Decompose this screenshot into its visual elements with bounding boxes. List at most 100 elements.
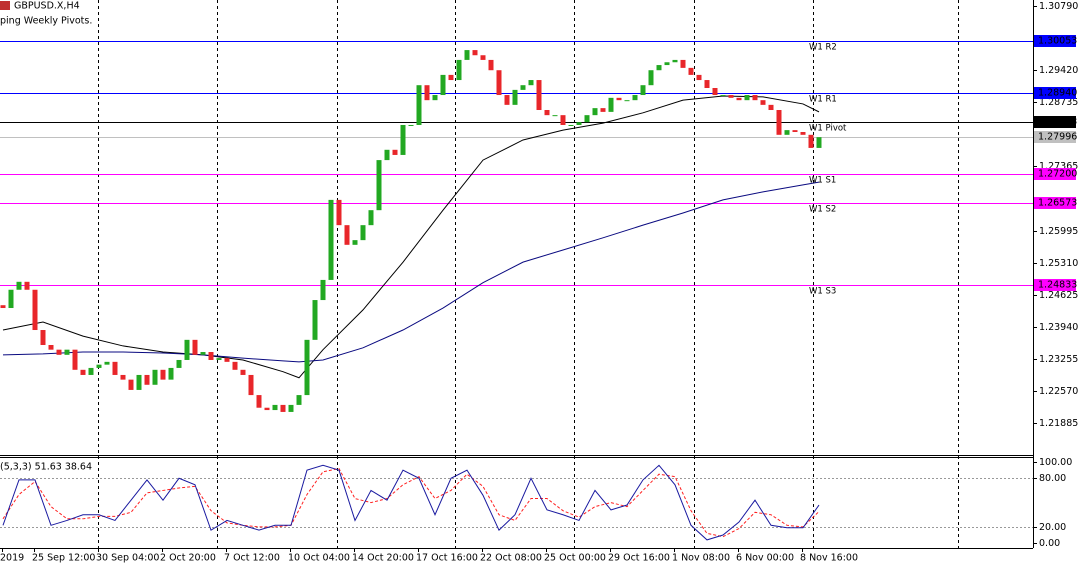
candle: [352, 240, 358, 245]
candle: [648, 70, 654, 86]
candle: [776, 110, 782, 135]
level-price-box: [1034, 197, 1076, 209]
period-separators: [98, 0, 959, 548]
x-tick-label: 30 Sep 04:00: [96, 553, 159, 564]
candle: [80, 369, 86, 375]
candle: [312, 300, 318, 340]
y-tick-label: 1.25310: [1039, 258, 1078, 269]
candle: [232, 361, 238, 370]
candle: [256, 395, 262, 408]
candle: [624, 100, 630, 102]
candle: [560, 115, 566, 125]
candle: [0, 305, 6, 309]
candle: [216, 358, 222, 360]
candle: [816, 137, 822, 148]
level-price-label: 1.27200: [1038, 169, 1077, 180]
candle: [120, 374, 126, 380]
candle: [584, 115, 590, 123]
candle: [592, 108, 598, 116]
level-price-label: 1.30053: [1038, 36, 1077, 47]
candle: [344, 225, 350, 245]
candle: [728, 95, 734, 98]
y-tick-label: 1.22570: [1039, 386, 1078, 397]
candle: [688, 67, 694, 75]
candle: [632, 95, 638, 101]
oscillator-main: [2, 464, 820, 541]
candle: [784, 130, 790, 135]
level-price-box: [1034, 116, 1076, 128]
candle: [48, 344, 54, 350]
symbol-title: GBPUSD.X,H4: [14, 1, 80, 12]
pivot-level-label: W1 R1: [809, 95, 837, 105]
x-tick-label: 2019: [0, 553, 24, 564]
y-tick-label: 1.23255: [1039, 354, 1078, 365]
level-price-label: 1.26573: [1038, 198, 1077, 209]
candle: [656, 65, 662, 71]
level-price-label: 1.28940: [1038, 88, 1077, 99]
candle: [712, 88, 718, 96]
y-tick-label: 1.23940: [1039, 322, 1078, 333]
candle: [376, 160, 382, 211]
candle: [56, 349, 62, 355]
osc-y-tick-label: 20.00: [1039, 522, 1066, 533]
osc-y-tick-label: 100.00: [1039, 457, 1072, 468]
candle: [384, 149, 390, 161]
y-tick-label: 1.25995: [1039, 226, 1078, 237]
candle: [176, 359, 182, 368]
candle: [296, 395, 302, 405]
candle: [616, 97, 622, 101]
level-price-label: 1.24833: [1038, 280, 1077, 291]
candle: [480, 55, 486, 60]
candle: [168, 367, 174, 380]
x-tick-label: 1 Nov 08:00: [672, 553, 730, 564]
candle: [416, 85, 422, 125]
candle: [328, 199, 334, 280]
candle: [400, 124, 406, 155]
candle: [528, 80, 534, 86]
level-price-label: 1.28313: [1038, 117, 1077, 128]
candle: [800, 132, 806, 135]
candle: [280, 404, 286, 412]
candle: [408, 124, 414, 126]
candle: [504, 95, 510, 105]
candle: [240, 369, 246, 375]
candle: [704, 80, 710, 89]
candle: [544, 110, 550, 116]
oscillator-signal: [2, 467, 820, 538]
candle: [104, 361, 110, 365]
x-tick-label: 14 Oct 20:00: [352, 553, 414, 564]
level-price-box: [1034, 279, 1076, 291]
level-price-box: [1034, 35, 1076, 47]
candle: [576, 122, 582, 125]
symbol-icon: [0, 1, 10, 10]
pivot-level-label: W1 S2: [809, 205, 836, 215]
y-tick-label: 1.29420: [1039, 65, 1078, 76]
candle: [768, 104, 774, 111]
y-tick-label: 1.28735: [1039, 97, 1078, 108]
candle: [304, 339, 310, 396]
x-tick-label: 22 Oct 08:00: [480, 553, 542, 564]
candle: [112, 361, 118, 375]
candle: [8, 289, 14, 309]
pivot-level-label: W1 Pivot: [809, 124, 847, 134]
oscillator-title: (5,3,3) 51.63 38.64: [0, 462, 92, 473]
candle: [456, 59, 462, 81]
candle: [264, 407, 270, 411]
y-tick-label: 1.24625: [1039, 290, 1078, 301]
candle: [208, 352, 214, 360]
candle: [96, 364, 102, 368]
candle: [224, 358, 230, 362]
indicator-title: ping Weekly Pivots.: [0, 16, 92, 27]
y-tick-label: 1.21885: [1039, 418, 1078, 429]
current-price-box: [1034, 131, 1076, 143]
candle: [568, 124, 574, 126]
x-tick-label: 6 Nov 00:00: [736, 553, 794, 564]
candle: [808, 134, 814, 148]
candle: [672, 59, 678, 63]
candle: [448, 74, 454, 81]
candle: [152, 369, 158, 385]
pivot-level-label: W1 S1: [809, 176, 836, 186]
candle: [472, 50, 478, 56]
